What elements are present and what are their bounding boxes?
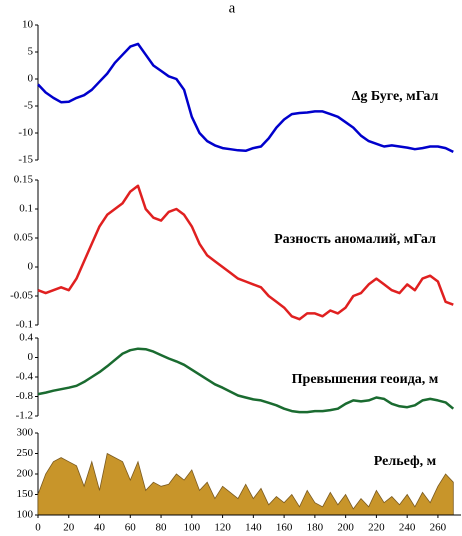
- y-tick-label: 150: [17, 488, 34, 500]
- series-label: Разность аномалий, мГал: [274, 232, 436, 247]
- y-tick-label: 0.05: [14, 232, 34, 244]
- y-tick-label: 0.15: [14, 174, 34, 186]
- y-tick-label: -0.1: [16, 319, 33, 331]
- y-tick-label: 300: [17, 427, 34, 439]
- y-tick-label: -15: [18, 154, 33, 166]
- y-tick-label: -0.8: [16, 390, 34, 402]
- x-tick-label: 120: [214, 522, 231, 534]
- y-tick-label: 10: [22, 19, 34, 31]
- y-tick-label: 0.1: [19, 203, 33, 215]
- x-tick-label: 240: [399, 522, 416, 534]
- data-line: [37, 42, 454, 154]
- y-tick-label: -1.2: [16, 410, 33, 422]
- y-tick-label: -0.4: [16, 371, 34, 383]
- data-line: [37, 347, 455, 414]
- y-tick-label: 5: [28, 46, 34, 58]
- chart-title: a: [229, 0, 236, 16]
- y-tick-label: 100: [17, 509, 34, 521]
- series-label: Рельеф, м: [374, 454, 437, 469]
- series-label: Превышения геоида, м: [292, 372, 439, 387]
- data-area: [37, 452, 454, 516]
- x-tick-label: 140: [245, 522, 262, 534]
- y-tick-label: -10: [18, 127, 33, 139]
- series-label: Δg Буге, мГал: [352, 89, 439, 104]
- x-tick-label: 80: [156, 522, 168, 534]
- data-line: [37, 184, 454, 321]
- y-tick-label: 0.4: [19, 332, 33, 344]
- y-tick-label: 0: [28, 351, 34, 363]
- x-tick-label: 160: [276, 522, 293, 534]
- x-tick-label: 100: [184, 522, 201, 534]
- x-tick-label: 40: [94, 522, 106, 534]
- x-tick-label: 200: [337, 522, 354, 534]
- y-tick-label: 250: [17, 447, 34, 459]
- x-tick-label: 0: [35, 522, 41, 534]
- x-tick-label: 260: [430, 522, 447, 534]
- x-tick-label: 60: [125, 522, 137, 534]
- x-tick-label: 20: [63, 522, 75, 534]
- y-tick-label: -0.05: [10, 290, 33, 302]
- y-tick-label: 0: [28, 73, 34, 85]
- y-tick-label: 200: [17, 468, 34, 480]
- y-tick-label: 0: [28, 261, 34, 273]
- x-tick-label: 220: [368, 522, 385, 534]
- x-tick-label: 180: [307, 522, 324, 534]
- y-tick-label: -5: [24, 100, 34, 112]
